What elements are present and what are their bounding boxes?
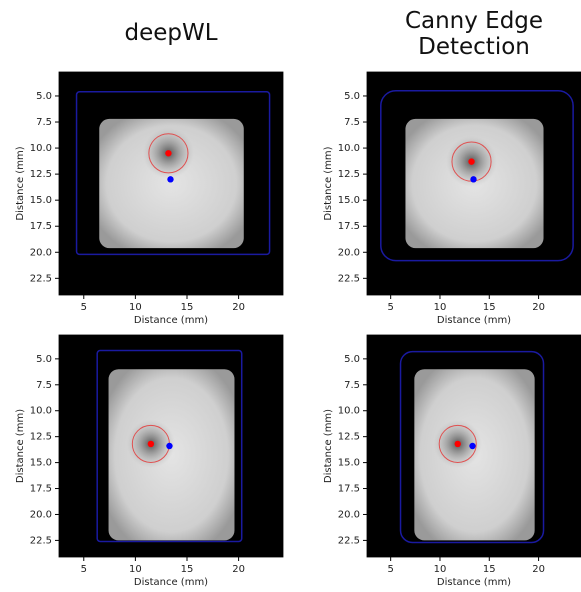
axes-frame — [366, 71, 581, 296]
x-tick-label: 5 — [387, 564, 393, 575]
edge-contour — [399, 350, 545, 544]
y-tick-label: 20.0 — [338, 509, 360, 520]
panel: 5 10 15 20 5.0 7.5 10.0 12.5 15.0 17.5 20.0 22.5 Dis… — [323, 334, 581, 588]
panel: 5 10 15 20 5.0 7.5 10.0 12.5 15.0 17.5 20.0 22.5 Dis… — [323, 71, 581, 326]
y-axis-label: Distance (mm) — [323, 409, 334, 483]
y-tick-label: 22.5 — [338, 273, 360, 284]
y-tick-label: 17.5 — [338, 221, 360, 232]
y-tick-label: 12.5 — [338, 432, 360, 443]
center-point — [454, 440, 461, 448]
x-axis-label: Distance (mm) — [134, 315, 208, 326]
edge-contour — [96, 349, 243, 543]
axes-frame — [366, 334, 581, 558]
y-tick-label: 10.0 — [30, 143, 52, 154]
y-tick-label: 10.0 — [30, 406, 52, 417]
y-tick-label: 10.0 — [338, 143, 360, 154]
y-tick-label: 17.5 — [338, 484, 360, 495]
x-axis-label: Distance (mm) — [134, 577, 208, 588]
y-tick-label: 15.0 — [30, 458, 52, 469]
y-tick-label: 17.5 — [30, 221, 52, 232]
center-point — [165, 150, 172, 157]
y-tick-label: 15.0 — [338, 458, 360, 469]
y-axis-label: Distance (mm) — [15, 409, 26, 483]
x-tick-label: 5 — [81, 302, 87, 313]
y-tick-label: 12.5 — [30, 169, 52, 180]
y-tick-label: 15.0 — [30, 195, 52, 206]
y-axis-label: Distance (mm) — [323, 146, 334, 220]
y-tick-label: 20.0 — [338, 247, 360, 258]
y-tick-label: 22.5 — [30, 535, 52, 546]
y-tick-label: 5.0 — [36, 91, 52, 102]
y-tick-label: 20.0 — [30, 509, 52, 520]
y-tick-label: 7.5 — [344, 380, 360, 391]
center-point — [469, 442, 476, 450]
spot-contour — [148, 133, 189, 174]
phantom-image — [99, 118, 244, 249]
y-tick-label: 5.0 — [344, 91, 360, 102]
center-point — [470, 176, 477, 183]
y-axis-label: Distance (mm) — [15, 146, 26, 220]
y-tick-label: 15.0 — [338, 195, 360, 206]
center-point — [147, 440, 155, 448]
y-tick-label: 5.0 — [36, 354, 52, 365]
x-tick-label: 20 — [232, 302, 245, 313]
x-tick-label: 15 — [483, 302, 496, 313]
center-point — [167, 176, 174, 183]
axes-frame — [58, 334, 284, 558]
y-tick-label: 7.5 — [36, 380, 52, 391]
x-tick-label: 15 — [181, 302, 194, 313]
y-tick-label: 12.5 — [30, 432, 52, 443]
y-tick-label: 7.5 — [36, 117, 52, 128]
panel-title: deepWL — [124, 20, 218, 46]
x-tick-label: 5 — [387, 302, 393, 313]
panel-title: Canny Edge Detection — [404, 8, 544, 60]
spot-contour — [438, 424, 477, 463]
y-tick-label: 5.0 — [344, 354, 360, 365]
y-tick-label: 7.5 — [344, 117, 360, 128]
x-tick-label: 10 — [434, 564, 447, 575]
x-tick-label: 15 — [181, 564, 194, 575]
x-tick-label: 20 — [232, 564, 245, 575]
x-tick-label: 10 — [434, 302, 447, 313]
edge-contour — [380, 90, 574, 262]
center-point — [468, 158, 475, 165]
y-tick-label: 12.5 — [338, 169, 360, 180]
x-tick-label: 15 — [483, 564, 496, 575]
panel: 5 10 15 20 5.0 7.5 10.0 12.5 15.0 17.5 20.0 22.5 Dis… — [15, 334, 284, 588]
x-tick-label: 20 — [532, 302, 545, 313]
y-tick-label: 20.0 — [30, 247, 52, 258]
x-tick-label: 10 — [129, 564, 142, 575]
axes-frame — [58, 71, 284, 296]
x-tick-label: 5 — [81, 564, 87, 575]
y-tick-label: 22.5 — [30, 273, 52, 284]
x-tick-label: 10 — [129, 302, 142, 313]
y-tick-label: 22.5 — [338, 535, 360, 546]
x-tick-label: 20 — [532, 564, 545, 575]
x-axis-label: Distance (mm) — [437, 315, 511, 326]
center-point — [166, 442, 173, 450]
y-tick-label: 10.0 — [338, 406, 360, 417]
panel: 5 10 15 20 5.0 7.5 10.0 12.5 15.0 17.5 20.0 22.5 Dis… — [15, 71, 284, 326]
edge-contour — [75, 91, 271, 256]
x-axis-label: Distance (mm) — [437, 577, 511, 588]
y-tick-label: 17.5 — [30, 484, 52, 495]
